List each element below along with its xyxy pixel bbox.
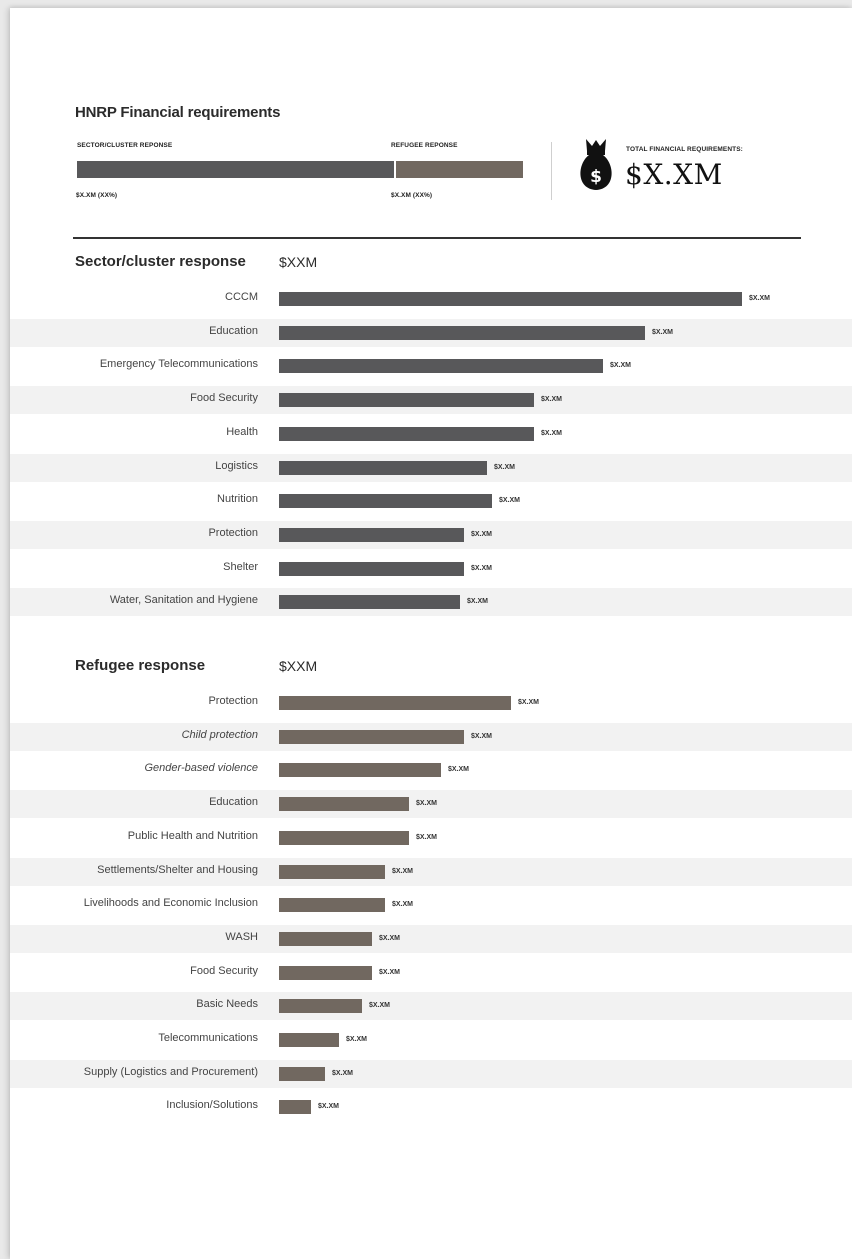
sector-bar xyxy=(279,292,742,306)
sector-category-label: Health xyxy=(226,425,258,438)
sector-bar-value-label: $X.XM xyxy=(610,362,632,370)
sector-category-label: Logistics xyxy=(215,459,258,472)
refugee-bar xyxy=(279,1100,311,1115)
refugee-category-label: WASH xyxy=(225,930,258,943)
refugee-bar-value-label: $X.XM xyxy=(416,800,438,808)
refugee-bar xyxy=(279,729,464,744)
refugee-bar xyxy=(279,898,385,913)
refugee-category-label: Supply (Logistics and Procurement) xyxy=(83,1065,258,1078)
total-requirements-value: $X.XM xyxy=(625,158,723,191)
sector-category-label: Water, Sanitation and Hygiene xyxy=(109,594,258,607)
refugee-bar-value-label: $X.XM xyxy=(332,1069,354,1077)
sector-section-title: Sector/cluster response xyxy=(75,253,246,270)
refugee-bar-value-label: $X.XM xyxy=(392,867,414,875)
sector-split-value: $X.XM (XX%) xyxy=(76,192,118,199)
sector-split-bar xyxy=(77,161,394,178)
sector-category-label: Emergency Telecommunications xyxy=(99,358,258,371)
refugee-bar-value-label: $X.XM xyxy=(379,934,401,942)
refugee-bar xyxy=(279,1033,339,1047)
sector-bar-value-label: $X.XM xyxy=(652,328,674,336)
refugee-category-label: Livelihoods and Economic Inclusion xyxy=(83,897,258,910)
refugee-bar xyxy=(279,797,409,812)
sector-bar-value-label: $X.XM xyxy=(499,497,521,505)
money-bag-icon: $ xyxy=(580,139,612,190)
refugee-row-stripe xyxy=(10,1059,852,1088)
refugee-category-label: Gender-based violence xyxy=(144,762,258,775)
refugee-bar xyxy=(279,931,372,946)
refugee-split-label: REFUGEE REPONSE xyxy=(391,142,458,149)
sector-bar-value-label: $X.XM xyxy=(471,530,493,538)
sector-bar-value-label: $X.XM xyxy=(541,396,563,404)
refugee-category-label: Telecommunications xyxy=(158,1032,258,1044)
sector-bar xyxy=(279,527,464,542)
refugee-bar-value-label: $X.XM xyxy=(379,968,401,976)
refugee-category-label: Settlements/Shelter and Housing xyxy=(97,863,258,876)
refugee-bar-value-label: $X.XM xyxy=(471,732,493,740)
refugee-bar-value-label: $X.XM xyxy=(369,1002,391,1010)
refugee-bar xyxy=(279,999,362,1014)
refugee-row-stripe xyxy=(10,790,852,819)
refugee-bar xyxy=(279,830,409,845)
refugee-category-label: Public Health and Nutrition xyxy=(127,829,258,842)
sector-category-label: Nutrition xyxy=(217,493,258,506)
sector-bar xyxy=(279,426,534,441)
refugee-section-total: $XXM xyxy=(279,658,318,674)
sector-category-label: Food Security xyxy=(190,392,258,405)
sector-bar xyxy=(279,595,460,610)
document-page xyxy=(10,8,852,1259)
refugee-category-label: Education xyxy=(209,796,258,809)
refugee-row-stripe xyxy=(10,992,852,1021)
sector-category-label: Education xyxy=(209,324,258,337)
refugee-section-title: Refugee response xyxy=(75,657,206,674)
refugee-bar-value-label: $X.XM xyxy=(518,699,540,706)
section-divider xyxy=(73,237,801,239)
header-divider xyxy=(551,142,552,200)
sector-section-total: $XXM xyxy=(279,254,318,270)
refugee-bar xyxy=(279,1066,325,1081)
sector-bar-value-label: $X.XM xyxy=(471,564,493,572)
refugee-category-label: Food Security xyxy=(190,964,258,977)
refugee-row-stripe xyxy=(10,857,852,886)
sector-bar xyxy=(279,359,603,374)
sector-bar-value-label: $X.XM xyxy=(541,429,563,437)
refugee-category-label: Basic Needs xyxy=(196,998,258,1011)
sector-bar xyxy=(279,325,645,340)
refugee-bar xyxy=(279,763,441,778)
sector-category-label: Protection xyxy=(208,526,258,539)
refugee-bar xyxy=(279,696,511,710)
refugee-category-label: Protection xyxy=(208,695,258,707)
refugee-bar-value-label: $X.XM xyxy=(346,1036,368,1043)
refugee-bar-value-label: $X.XM xyxy=(448,766,470,774)
refugee-bar-value-label: $X.XM xyxy=(392,901,414,909)
refugee-bar-value-label: $X.XM xyxy=(318,1103,340,1111)
sector-bar-value-label: $X.XM xyxy=(494,463,516,471)
sector-bar-value-label: $X.XM xyxy=(467,598,489,606)
refugee-category-label: Inclusion/Solutions xyxy=(166,1099,258,1112)
sector-bar-value-label: $X.XM xyxy=(749,295,771,302)
refugee-bar xyxy=(279,864,385,879)
total-requirements-label: TOTAL FINANCIAL REQUIREMENTS: xyxy=(626,146,743,153)
refugee-row-stripe xyxy=(10,924,852,953)
refugee-bar xyxy=(279,965,372,980)
sector-split-label: SECTOR/CLUSTER REPONSE xyxy=(77,142,173,149)
refugee-split-value: $X.XM (XX%) xyxy=(391,192,433,199)
page-title: HNRP Financial requirements xyxy=(75,104,281,121)
sector-bar xyxy=(279,393,534,408)
sector-bar xyxy=(279,494,492,509)
sector-category-label: CCCM xyxy=(225,291,258,303)
refugee-split-bar xyxy=(396,161,523,178)
refugee-category-label: Child protection xyxy=(181,728,258,741)
sector-bar xyxy=(279,460,487,475)
sector-category-label: Shelter xyxy=(223,560,258,573)
sector-bar xyxy=(279,561,464,576)
svg-text:$: $ xyxy=(590,167,602,187)
refugee-bar-value-label: $X.XM xyxy=(416,833,438,841)
